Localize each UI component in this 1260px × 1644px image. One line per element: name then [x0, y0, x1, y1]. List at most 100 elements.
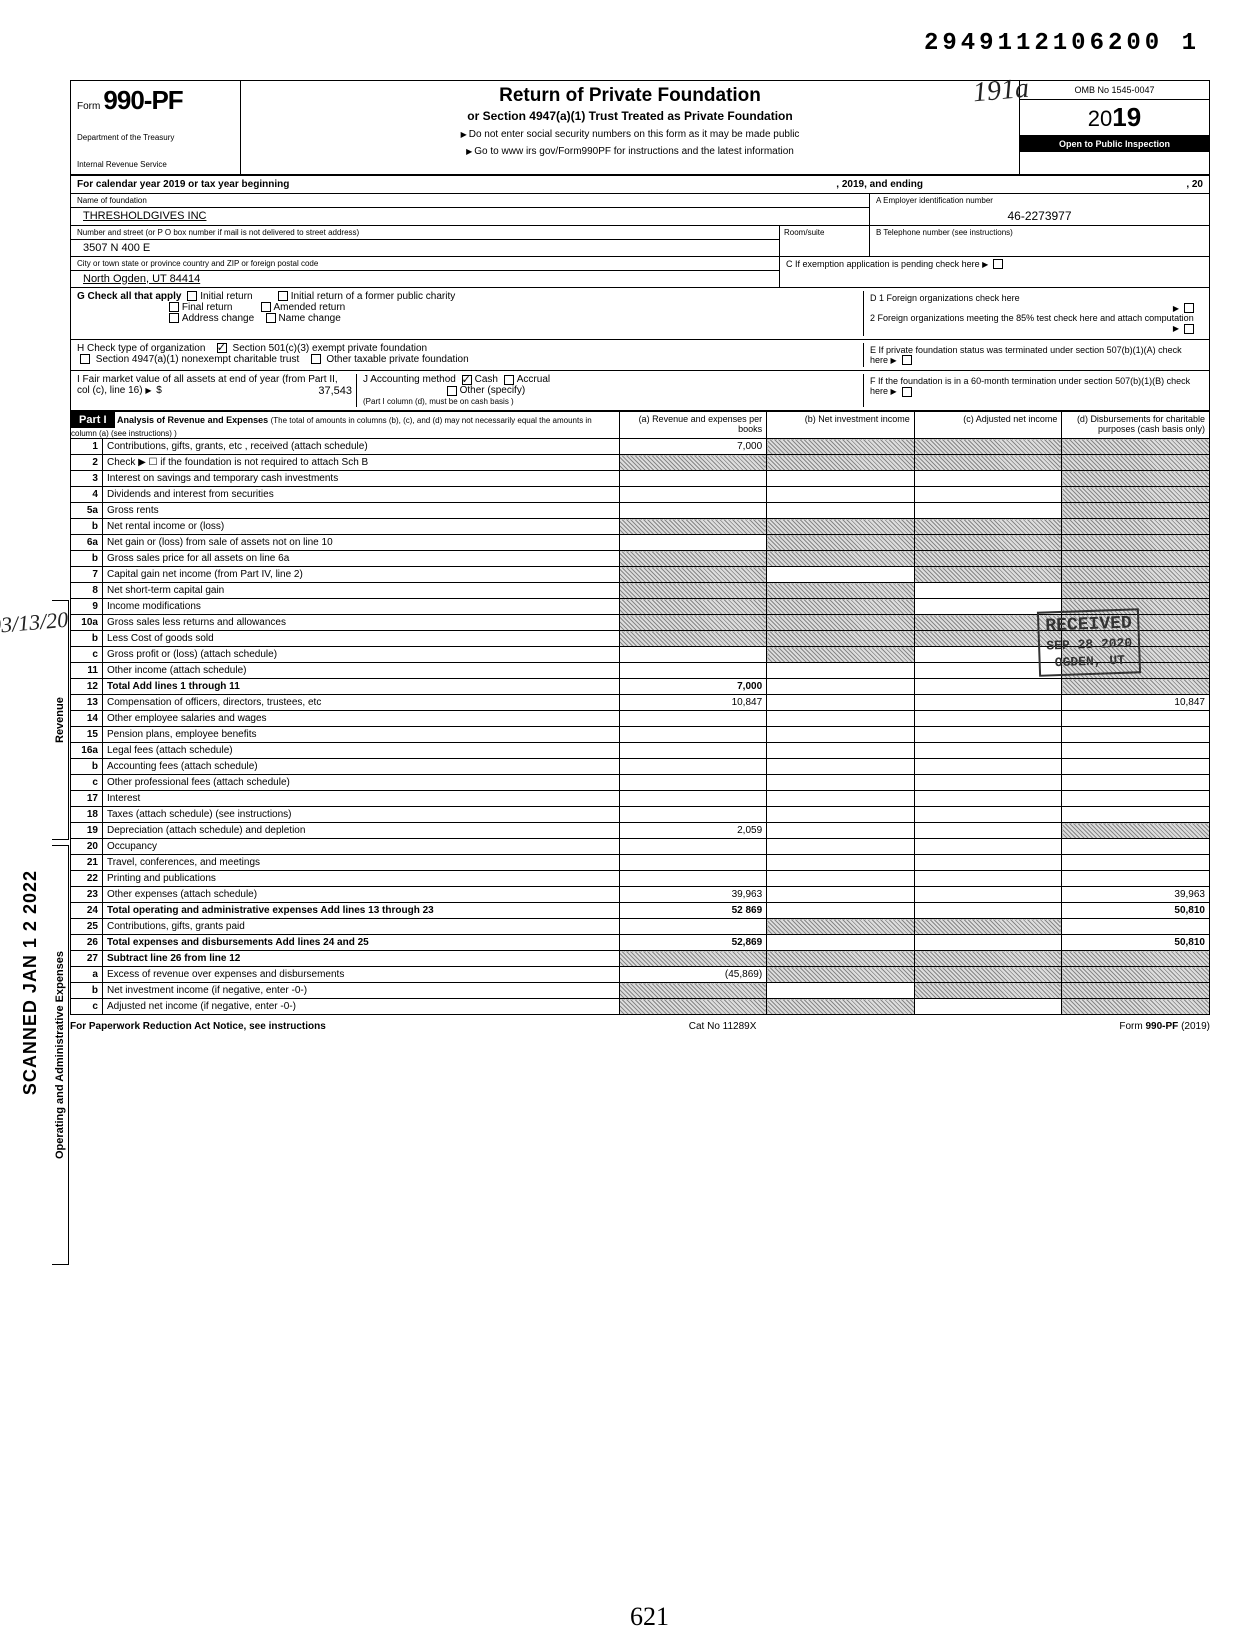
dln-number: 2949112106200 1 — [924, 30, 1200, 57]
row-number: c — [71, 647, 103, 663]
form-id-box: Form 990-PF Department of the Treasury I… — [71, 81, 241, 174]
table-row: 3Interest on savings and temporary cash … — [71, 471, 1210, 487]
h-501c3-checkbox[interactable] — [217, 343, 227, 353]
row-value: 50,810 — [1062, 935, 1210, 951]
row-desc: Gross rents — [102, 503, 619, 519]
table-row: 7Capital gain net income (from Part IV, … — [71, 567, 1210, 583]
g-final-return[interactable] — [169, 302, 179, 312]
row-value — [1062, 775, 1210, 791]
row-value — [1062, 823, 1210, 839]
row-value — [914, 775, 1062, 791]
g-opt-4: Amended return — [274, 302, 346, 313]
row-value — [1062, 743, 1210, 759]
g-initial-former[interactable] — [278, 291, 288, 301]
row-value — [619, 503, 767, 519]
j-other-checkbox[interactable] — [447, 386, 457, 396]
row-desc: Occupancy — [102, 839, 619, 855]
row-value — [914, 727, 1062, 743]
row-number: 9 — [71, 599, 103, 615]
row-value — [767, 759, 915, 775]
f-checkbox[interactable] — [902, 387, 912, 397]
row-number: 13 — [71, 695, 103, 711]
scanned-stamp: SCANNED JAN 1 2 2022 — [20, 870, 41, 1095]
row-value — [619, 519, 767, 535]
foundation-name: THRESHOLDGIVES INC — [71, 208, 869, 224]
g-initial-return[interactable] — [187, 291, 197, 301]
row-desc: Excess of revenue over expenses and disb… — [102, 967, 619, 983]
row-desc: Other professional fees (attach schedule… — [102, 775, 619, 791]
j-accrual-checkbox[interactable] — [504, 375, 514, 385]
row-value — [619, 983, 767, 999]
row-value — [767, 951, 915, 967]
table-row: 27Subtract line 26 from line 12 — [71, 951, 1210, 967]
row-number: 18 — [71, 807, 103, 823]
row-value — [914, 935, 1062, 951]
row-value — [767, 903, 915, 919]
row-value — [914, 999, 1062, 1015]
row-value — [914, 487, 1062, 503]
row-value: 2,059 — [619, 823, 767, 839]
footer-center: Cat No 11289X — [689, 1021, 757, 1032]
g-address-change[interactable] — [169, 313, 179, 323]
cal-year-c: , 20 — [923, 179, 1203, 190]
row-value — [619, 759, 767, 775]
row-value — [1062, 855, 1210, 871]
row-value — [1062, 967, 1210, 983]
row-number: 2 — [71, 455, 103, 471]
row-value — [767, 679, 915, 695]
row-value — [914, 535, 1062, 551]
form-header: Form 990-PF Department of the Treasury I… — [70, 80, 1210, 176]
row-value — [1062, 535, 1210, 551]
table-row: cAdjusted net income (if negative, enter… — [71, 999, 1210, 1015]
row-value — [767, 535, 915, 551]
row-number: b — [71, 631, 103, 647]
j-cash-checkbox[interactable] — [462, 375, 472, 385]
row-desc: Other employee salaries and wages — [102, 711, 619, 727]
row-value — [767, 439, 915, 455]
table-row: cOther professional fees (attach schedul… — [71, 775, 1210, 791]
h-other-checkbox[interactable] — [311, 354, 321, 364]
e-label: E If private foundation status was termi… — [870, 345, 1182, 365]
row-value — [619, 551, 767, 567]
row-value — [767, 599, 915, 615]
row-value — [767, 615, 915, 631]
row-value — [1062, 999, 1210, 1015]
row-value — [914, 951, 1062, 967]
d2-checkbox[interactable] — [1184, 324, 1194, 334]
footer-right-a: Form — [1119, 1021, 1142, 1032]
bottom-handwriting: 621 — [630, 1602, 669, 1632]
row-value — [914, 887, 1062, 903]
row-value — [1062, 583, 1210, 599]
row-value — [767, 791, 915, 807]
row-number: 3 — [71, 471, 103, 487]
row-desc: Legal fees (attach schedule) — [102, 743, 619, 759]
row-value: 10,847 — [619, 695, 767, 711]
h-4947-checkbox[interactable] — [80, 354, 90, 364]
page-footer: For Paperwork Reduction Act Notice, see … — [70, 1021, 1210, 1032]
open-inspection: Open to Public Inspection — [1020, 136, 1209, 152]
g-name-change[interactable] — [266, 313, 276, 323]
row-number: 5a — [71, 503, 103, 519]
row-value — [914, 855, 1062, 871]
row-desc: Travel, conferences, and meetings — [102, 855, 619, 871]
row-value — [767, 855, 915, 871]
row-desc: Net investment income (if negative, ente… — [102, 983, 619, 999]
received-l1: RECEIVED — [1045, 613, 1132, 639]
row-value — [767, 999, 915, 1015]
e-checkbox[interactable] — [902, 355, 912, 365]
c-label: C If exemption application is pending ch… — [786, 259, 980, 269]
row-desc: Compensation of officers, directors, tru… — [102, 695, 619, 711]
row-value — [619, 599, 767, 615]
i-amount: 37,543 — [318, 385, 352, 397]
row-value — [619, 647, 767, 663]
footer-left: For Paperwork Reduction Act Notice, see … — [70, 1021, 326, 1032]
c-checkbox[interactable] — [993, 259, 1003, 269]
form-subtitle: or Section 4947(a)(1) Trust Treated as P… — [249, 109, 1011, 123]
form-title-box: Return of Private Foundation or Section … — [241, 81, 1019, 174]
year-prefix: 20 — [1088, 106, 1112, 131]
row-number: 8 — [71, 583, 103, 599]
row-value — [1062, 567, 1210, 583]
d1-checkbox[interactable] — [1184, 303, 1194, 313]
row-number: c — [71, 999, 103, 1015]
g-amended[interactable] — [261, 302, 271, 312]
